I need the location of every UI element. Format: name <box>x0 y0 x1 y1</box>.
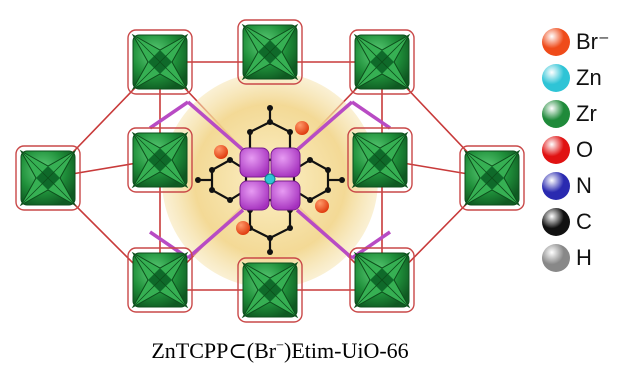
caption-superscript: − <box>276 338 285 354</box>
legend-label: N <box>576 173 592 198</box>
zirconium-ball-icon <box>542 100 570 128</box>
zinc-ball-icon <box>542 64 570 92</box>
caption-tail: )Etim-UiO-66 <box>284 338 409 363</box>
hydrogen-ball-icon <box>542 244 570 272</box>
zntcpp-porphyrin <box>195 105 345 255</box>
legend-item: O <box>542 132 632 168</box>
legend-item: Zr <box>542 96 632 132</box>
figure-caption: ZnTCPP⊂(Br−)Etim-UiO-66 <box>0 338 560 364</box>
atom-legend: Br⁻ Zn Zr O N C H <box>542 24 632 276</box>
bromide-ions <box>214 121 329 235</box>
bromide-ball-icon <box>542 28 570 56</box>
caption-main: ZnTCPP⊂(Br <box>151 338 277 363</box>
legend-item: H <box>542 240 632 276</box>
legend-label: C <box>576 209 592 234</box>
legend-item: Br⁻ <box>542 24 632 60</box>
legend-item: C <box>542 204 632 240</box>
legend-item: Zn <box>542 60 632 96</box>
carbon-ball-icon <box>542 208 570 236</box>
zinc-center <box>264 173 276 185</box>
oxygen-ball-icon <box>542 136 570 164</box>
legend-label: H <box>576 245 592 270</box>
legend-label: Zn <box>576 65 602 90</box>
legend-label: O <box>576 137 594 162</box>
legend-label: Br⁻ <box>576 29 610 54</box>
legend-item: N <box>542 168 632 204</box>
nitrogen-ball-icon <box>542 172 570 200</box>
legend-label: Zr <box>576 101 597 126</box>
